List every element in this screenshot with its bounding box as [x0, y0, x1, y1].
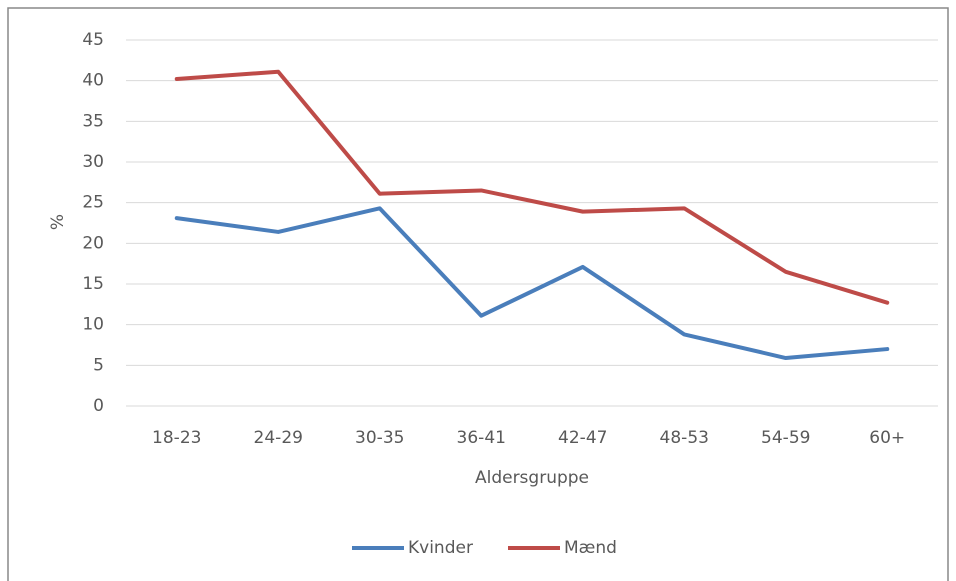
y-tick-label: 40	[82, 71, 104, 91]
y-tick-label: 35	[82, 111, 104, 131]
x-tick-label: 24-29	[254, 428, 303, 448]
y-tick-label: 30	[82, 152, 104, 172]
series-line	[174, 206, 890, 361]
y-tick-label: 5	[93, 355, 104, 375]
legend-label: Kvinder	[408, 538, 473, 558]
x-tick-label: 54-59	[761, 428, 810, 448]
y-axis-title: %	[48, 214, 68, 230]
y-tick-label: 25	[82, 193, 104, 213]
x-tick-label: 18-23	[152, 428, 201, 448]
x-tick-label: 30-35	[355, 428, 404, 448]
x-tick-label: 42-47	[558, 428, 607, 448]
y-tick-label: 10	[82, 315, 104, 335]
y-tick-label: 45	[82, 30, 104, 50]
chart-border	[7, 7, 949, 581]
y-tick-label: 20	[82, 233, 104, 253]
y-tick-label: 15	[82, 274, 104, 294]
y-tick-label: 0	[93, 396, 104, 416]
x-axis-title: Aldersgruppe	[475, 468, 589, 488]
series-line	[174, 69, 890, 305]
x-tick-label: 48-53	[660, 428, 709, 448]
x-tick-label: 60+	[869, 428, 905, 448]
x-tick-label: 36-41	[457, 428, 506, 448]
legend-label: Mænd	[564, 538, 617, 558]
